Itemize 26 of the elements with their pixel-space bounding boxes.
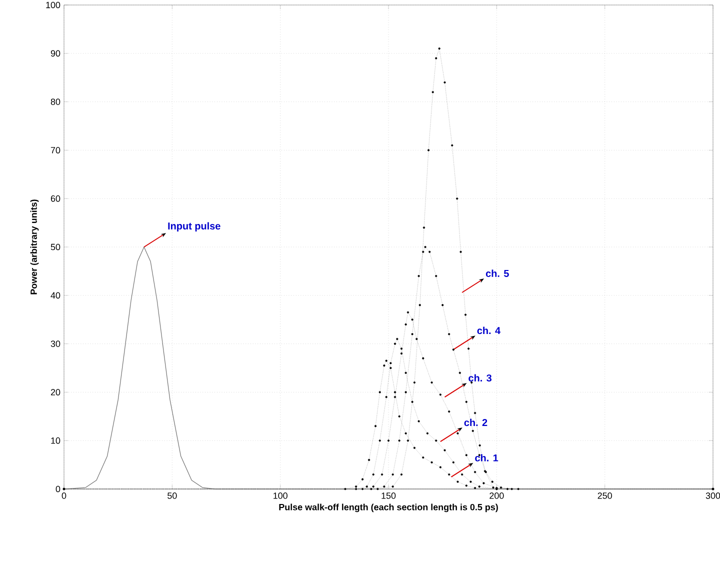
annotation: ch. 5 — [486, 270, 509, 277]
x-tick-label: 250 — [598, 492, 612, 499]
x-tick-label: 50 — [168, 492, 177, 499]
x-tick-label: 300 — [706, 492, 720, 499]
y-tick-label: 100 — [46, 2, 60, 8]
y-tick-label: 20 — [50, 389, 60, 396]
y-tick-label: 80 — [50, 98, 60, 105]
x-tick-label: 200 — [490, 492, 504, 499]
annotation: ch. 2 — [464, 418, 488, 426]
annotation: ch. 3 — [468, 374, 492, 382]
y-tick-label: 40 — [50, 292, 60, 299]
y-tick-label: 60 — [50, 195, 60, 202]
y-tick-label: 10 — [51, 437, 60, 444]
annotation: ch. 1 — [475, 454, 498, 462]
x-tick-label: 0 — [62, 492, 66, 499]
y-tick-label: 90 — [50, 50, 60, 57]
y-tick-label: 70 — [50, 147, 60, 154]
y-tick-label: 50 — [50, 244, 60, 250]
y-axis-title: Power (arbitrary units) — [30, 200, 39, 294]
x-tick-label: 100 — [274, 492, 288, 499]
x-axis-title: Pulse walk-off length (each section length is 0.5 ps) — [279, 504, 498, 512]
annotation: ch. 4 — [477, 326, 500, 334]
x-tick-label: 150 — [382, 492, 396, 499]
y-tick-label: 30 — [50, 340, 60, 347]
y-tick-label: 0 — [56, 486, 60, 492]
annotation: Input pulse — [168, 222, 220, 232]
